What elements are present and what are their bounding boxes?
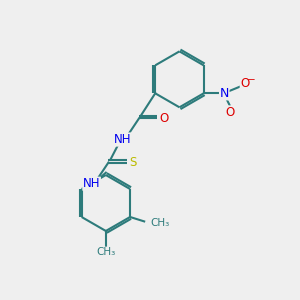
Text: S: S (129, 156, 137, 169)
Text: −: − (246, 75, 255, 85)
Text: NH: NH (113, 133, 131, 146)
Text: O: O (225, 106, 234, 119)
Text: CH₃: CH₃ (151, 218, 170, 228)
Text: O: O (240, 77, 250, 90)
Text: CH₃: CH₃ (96, 247, 116, 257)
Text: N: N (220, 87, 229, 100)
Text: NH: NH (83, 177, 101, 190)
Text: O: O (159, 112, 168, 125)
